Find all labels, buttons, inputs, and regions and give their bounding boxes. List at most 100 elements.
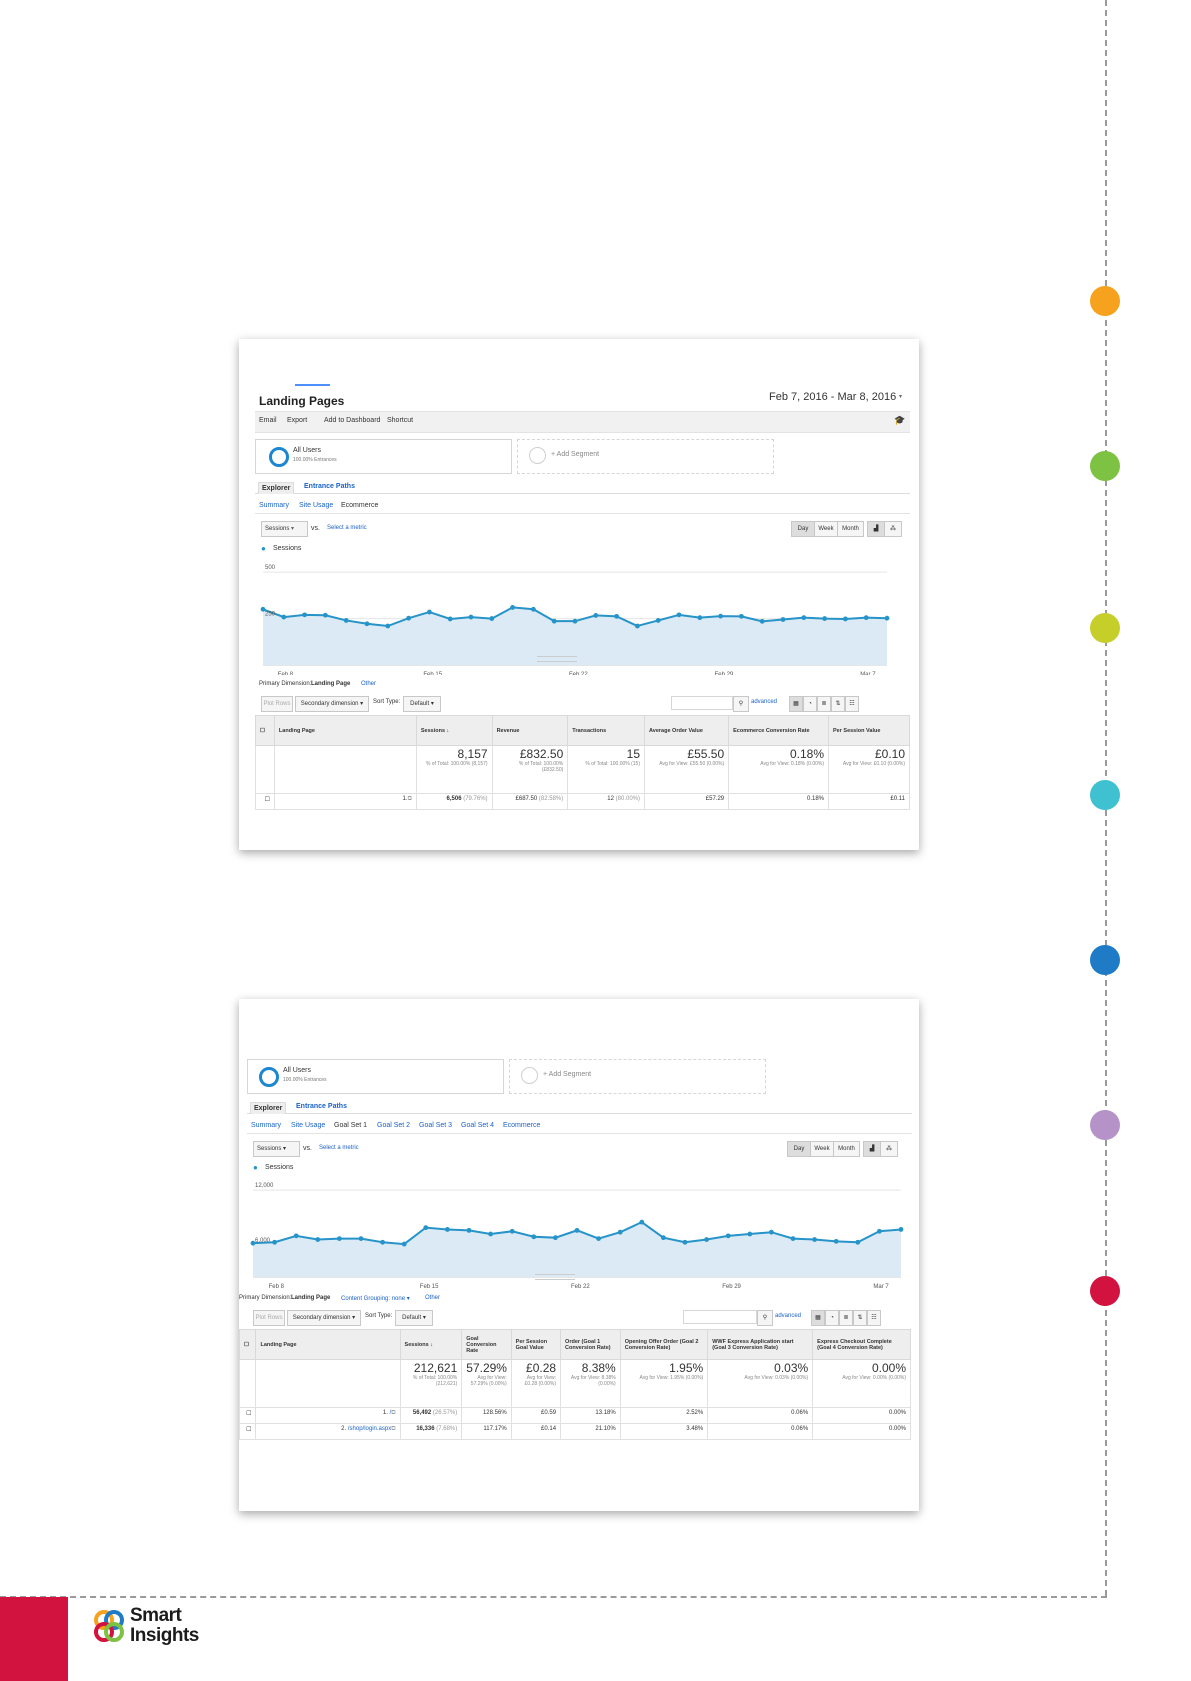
other-dimension-link[interactable]: Other (425, 1295, 441, 1301)
advanced-filter-link[interactable]: advanced (775, 1313, 802, 1319)
search-icon[interactable]: ⚲ (757, 1310, 773, 1326)
select-metric-link[interactable]: Select a metric (319, 1145, 359, 1151)
subtab-ecommerce[interactable]: Ecommerce (341, 502, 379, 509)
primary-dimension-landing-page[interactable]: Landing Page (311, 681, 351, 687)
add-segment-card[interactable] (517, 439, 774, 474)
segment-card-all-users[interactable] (247, 1059, 504, 1094)
other-dimension-link[interactable]: Other (361, 681, 377, 687)
external-link-icon[interactable]: ⧉ (391, 1426, 396, 1432)
plot-rows-button[interactable]: Plot Rows (253, 1310, 285, 1326)
subtab-site-usage[interactable]: Site Usage (291, 1122, 326, 1129)
table-row[interactable]: ☐ 1. / ⧉ 56,492 (26.57%) 128.56% £0.59 13… (239, 1407, 911, 1424)
granularity-week-button[interactable]: Week (814, 521, 838, 537)
shortcut-button[interactable]: Shortcut (387, 417, 414, 424)
table-row[interactable]: ☐ 2. /shop/login.aspx ⧉ 16,336 (7.68%) 11… (239, 1423, 911, 1440)
column-sessions[interactable]: Sessions ↓ (399, 1329, 463, 1360)
row-checkbox[interactable]: ☐ (255, 793, 275, 810)
column-goal-conversion-rate[interactable]: Goal Conversion Rate (461, 1329, 512, 1360)
select-all-checkbox[interactable]: ☐ (255, 715, 275, 746)
secondary-dimension-select[interactable]: Secondary dimension ▾ (287, 1310, 361, 1326)
add-to-dashboard-button[interactable]: Add to Dashboard (324, 417, 381, 424)
chart-scroll-handle[interactable] (537, 656, 577, 662)
motion-chart-icon[interactable]: ⁂ (880, 1141, 898, 1157)
performance-view-icon[interactable]: ≣ (839, 1310, 853, 1326)
chart-scroll-handle[interactable] (535, 1274, 575, 1280)
granularity-week-button[interactable]: Week (810, 1141, 834, 1157)
tab-explorer[interactable]: Explorer (258, 482, 295, 494)
line-chart-icon[interactable]: ▟ (867, 521, 885, 537)
row-checkbox[interactable]: ☐ (239, 1423, 257, 1440)
column-revenue[interactable]: Revenue (491, 715, 569, 746)
table-view-icon[interactable]: ▦ (811, 1310, 825, 1326)
segment-card-all-users[interactable] (255, 439, 512, 474)
tab-explorer[interactable]: Explorer (250, 1102, 287, 1114)
column-per-session-goal-value[interactable]: Per Session Goal Value (510, 1329, 562, 1360)
secondary-dimension-select[interactable]: Secondary dimension ▾ (295, 696, 369, 712)
date-range-picker[interactable]: Feb 7, 2016 - Mar 8, 2016 (769, 391, 897, 403)
granularity-day-button[interactable]: Day (791, 521, 815, 537)
column-goal-4[interactable]: Express Checkout Complete (Goal 4 Conver… (812, 1329, 911, 1360)
transactions-cell: 12 (80.00%) (567, 793, 646, 810)
subtab-goal-set-4[interactable]: Goal Set 4 (461, 1122, 495, 1129)
subtab-summary[interactable]: Summary (251, 1122, 281, 1129)
external-link-icon[interactable]: ⧉ (407, 796, 412, 802)
table-view-icon[interactable]: ▦ (789, 696, 803, 712)
subtab-ecommerce[interactable]: Ecommerce (503, 1122, 541, 1129)
select-all-checkbox[interactable]: ☐ (239, 1329, 257, 1360)
subtab-goal-set-3[interactable]: Goal Set 3 (419, 1122, 453, 1129)
column-transactions[interactable]: Transactions (567, 715, 646, 746)
plot-rows-button[interactable]: Plot Rows (261, 696, 293, 712)
content-grouping-select[interactable]: Content Grouping: none ▾ (341, 1296, 410, 1302)
column-goal-2[interactable]: Opening Offer Order (Goal 2 Conversion R… (619, 1329, 709, 1360)
sort-type-select[interactable]: Default ▾ (403, 696, 441, 712)
line-chart-icon[interactable]: ▟ (863, 1141, 881, 1157)
column-per-session-value[interactable]: Per Session Value (828, 715, 910, 746)
select-metric-link[interactable]: Select a metric (327, 525, 367, 531)
advanced-filter-link[interactable]: advanced (751, 699, 778, 705)
tab-entrance-paths[interactable]: Entrance Paths (304, 483, 355, 490)
export-button[interactable]: Export (287, 417, 308, 424)
comparison-view-icon[interactable]: ⇅ (831, 696, 845, 712)
subtab-goal-set-2[interactable]: Goal Set 2 (377, 1122, 411, 1129)
granularity-day-button[interactable]: Day (787, 1141, 811, 1157)
landing-page-link[interactable]: / (389, 1410, 392, 1416)
pivot-view-icon[interactable]: ☷ (867, 1310, 881, 1326)
metric-select[interactable]: Sessions ▾ (261, 521, 308, 537)
column-goal-3[interactable]: WWF Express Application start (Goal 3 Co… (707, 1329, 814, 1360)
row-checkbox[interactable]: ☐ (239, 1407, 257, 1424)
column-goal-1[interactable]: Order (Goal 1 Conversion Rate) (560, 1329, 621, 1360)
landing-page-cell[interactable]: 1. ⧉ (273, 793, 417, 810)
table-search-input[interactable] (671, 696, 733, 710)
pie-view-icon[interactable]: ◔ (803, 696, 817, 712)
external-link-icon[interactable]: ⧉ (391, 1410, 396, 1416)
column-landing-page[interactable]: Landing Page (273, 715, 417, 746)
subtab-goal-set-1[interactable]: Goal Set 1 (334, 1122, 368, 1129)
search-icon[interactable]: ⚲ (733, 696, 749, 712)
table-search-input[interactable] (683, 1310, 757, 1324)
performance-view-icon[interactable]: ≣ (817, 696, 831, 712)
comparison-view-icon[interactable]: ⇅ (853, 1310, 867, 1326)
table-row[interactable]: ☐ 1. ⧉ 6,506 (79.76%) £687.50 (82.58%) 1… (255, 793, 910, 810)
landing-page-cell[interactable]: 1. / ⧉ (255, 1407, 401, 1424)
add-segment-card[interactable] (509, 1059, 766, 1094)
landing-page-cell[interactable]: 2. /shop/login.aspx ⧉ (255, 1423, 401, 1440)
column-sessions[interactable]: Sessions ↓ (415, 715, 493, 746)
graduation-cap-icon[interactable]: 🎓 (894, 415, 906, 425)
granularity-month-button[interactable]: Month (833, 1141, 860, 1157)
metric-select[interactable]: Sessions ▾ (253, 1141, 300, 1157)
chevron-down-icon[interactable]: ▾ (899, 394, 903, 400)
pivot-view-icon[interactable]: ☷ (845, 696, 859, 712)
sort-type-select[interactable]: Default ▾ (395, 1310, 433, 1326)
landing-page-link[interactable]: /shop/login.aspx (347, 1426, 392, 1432)
email-button[interactable]: Email (259, 417, 277, 424)
subtab-site-usage[interactable]: Site Usage (299, 502, 334, 509)
column-average-order-value[interactable]: Average Order Value (644, 715, 730, 746)
pie-view-icon[interactable]: ◔ (825, 1310, 839, 1326)
primary-dimension-landing-page[interactable]: Landing Page (291, 1295, 331, 1301)
column-ecommerce-conversion-rate[interactable]: Ecommerce Conversion Rate (728, 715, 829, 746)
granularity-month-button[interactable]: Month (837, 521, 864, 537)
column-landing-page[interactable]: Landing Page (255, 1329, 401, 1360)
motion-chart-icon[interactable]: ⁂ (884, 521, 902, 537)
subtab-summary[interactable]: Summary (259, 502, 289, 509)
tab-entrance-paths[interactable]: Entrance Paths (296, 1103, 347, 1110)
